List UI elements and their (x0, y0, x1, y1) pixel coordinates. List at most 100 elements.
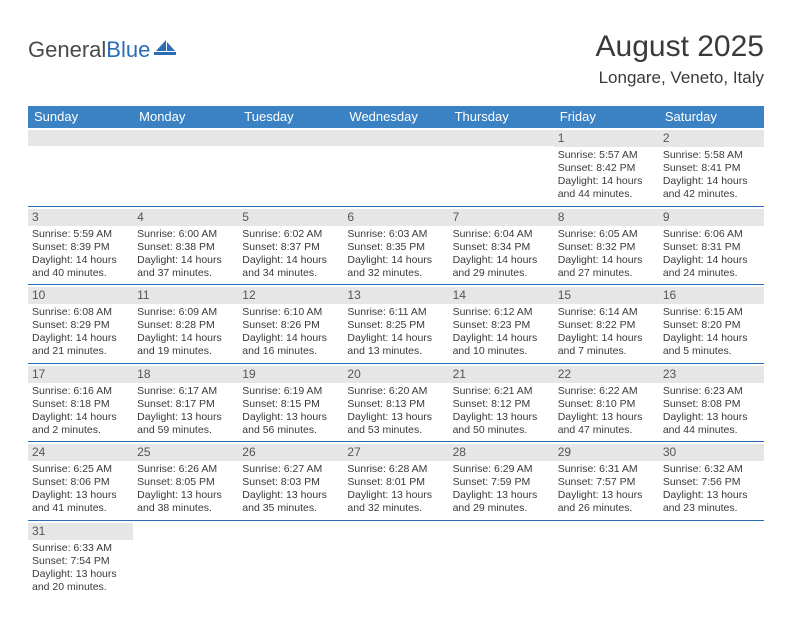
calendar-cell: 3Sunrise: 5:59 AMSunset: 8:39 PMDaylight… (28, 206, 133, 285)
calendar-cell: 2Sunrise: 5:58 AMSunset: 8:41 PMDaylight… (659, 128, 764, 206)
daylight1-text: Daylight: 13 hours (453, 411, 550, 424)
sunrise-text: Sunrise: 6:16 AM (32, 385, 129, 398)
day-number: 24 (28, 444, 133, 461)
daylight1-text: Daylight: 14 hours (32, 254, 129, 267)
sunrise-text: Sunrise: 6:05 AM (558, 228, 655, 241)
sunrise-text: Sunrise: 6:11 AM (347, 306, 444, 319)
sunrise-text: Sunrise: 5:57 AM (558, 149, 655, 162)
location: Longare, Veneto, Italy (596, 68, 764, 88)
daylight1-text: Daylight: 14 hours (558, 254, 655, 267)
daylight2-text: and 23 minutes. (663, 502, 760, 515)
sunrise-text: Sunrise: 6:25 AM (32, 463, 129, 476)
day-number: 17 (28, 366, 133, 383)
daylight2-text: and 32 minutes. (347, 267, 444, 280)
calendar-cell (238, 520, 343, 598)
sunset-text: Sunset: 8:41 PM (663, 162, 760, 175)
day-number-strip (28, 130, 133, 146)
daylight1-text: Daylight: 14 hours (242, 332, 339, 345)
daylight2-text: and 21 minutes. (32, 345, 129, 358)
calendar-cell: 26Sunrise: 6:27 AMSunset: 8:03 PMDayligh… (238, 442, 343, 521)
day-number: 2 (659, 130, 764, 147)
day-number: 15 (554, 287, 659, 304)
daylight2-text: and 10 minutes. (453, 345, 550, 358)
daylight2-text: and 53 minutes. (347, 424, 444, 437)
daylight2-text: and 2 minutes. (32, 424, 129, 437)
calendar-cell: 19Sunrise: 6:19 AMSunset: 8:15 PMDayligh… (238, 363, 343, 442)
daylight2-text: and 16 minutes. (242, 345, 339, 358)
daylight1-text: Daylight: 13 hours (558, 489, 655, 502)
daylight2-text: and 41 minutes. (32, 502, 129, 515)
day-number: 14 (449, 287, 554, 304)
sunset-text: Sunset: 8:20 PM (663, 319, 760, 332)
daylight2-text: and 35 minutes. (242, 502, 339, 515)
weekday-header-row: Sunday Monday Tuesday Wednesday Thursday… (28, 106, 764, 128)
day-number: 10 (28, 287, 133, 304)
weekday-header: Tuesday (238, 106, 343, 128)
calendar-cell (238, 128, 343, 206)
daylight2-text: and 44 minutes. (558, 188, 655, 201)
sunset-text: Sunset: 8:03 PM (242, 476, 339, 489)
calendar-cell (343, 128, 448, 206)
sunset-text: Sunset: 8:13 PM (347, 398, 444, 411)
daylight2-text: and 44 minutes. (663, 424, 760, 437)
daylight1-text: Daylight: 13 hours (453, 489, 550, 502)
sunrise-text: Sunrise: 6:23 AM (663, 385, 760, 398)
sunset-text: Sunset: 7:59 PM (453, 476, 550, 489)
sunrise-text: Sunrise: 6:06 AM (663, 228, 760, 241)
sunset-text: Sunset: 8:29 PM (32, 319, 129, 332)
day-number: 31 (28, 523, 133, 540)
daylight2-text: and 47 minutes. (558, 424, 655, 437)
day-number: 29 (554, 444, 659, 461)
sunrise-text: Sunrise: 6:03 AM (347, 228, 444, 241)
day-number: 4 (133, 209, 238, 226)
daylight1-text: Daylight: 14 hours (558, 332, 655, 345)
daylight2-text: and 13 minutes. (347, 345, 444, 358)
daylight1-text: Daylight: 14 hours (137, 332, 234, 345)
day-number: 1 (554, 130, 659, 147)
calendar-cell (133, 128, 238, 206)
calendar-cell: 28Sunrise: 6:29 AMSunset: 7:59 PMDayligh… (449, 442, 554, 521)
daylight2-text: and 29 minutes. (453, 502, 550, 515)
sunset-text: Sunset: 8:05 PM (137, 476, 234, 489)
day-number: 28 (449, 444, 554, 461)
calendar-cell: 25Sunrise: 6:26 AMSunset: 8:05 PMDayligh… (133, 442, 238, 521)
weekday-header: Saturday (659, 106, 764, 128)
sunrise-text: Sunrise: 6:20 AM (347, 385, 444, 398)
day-number: 6 (343, 209, 448, 226)
daylight1-text: Daylight: 13 hours (347, 489, 444, 502)
daylight1-text: Daylight: 14 hours (347, 332, 444, 345)
day-number: 26 (238, 444, 343, 461)
sunrise-text: Sunrise: 6:19 AM (242, 385, 339, 398)
header: GeneralBlue August 2025 Longare, Veneto,… (28, 30, 764, 88)
calendar-row: 17 Sunrise: 6:16 AMSunset: 8:18 PM Dayligh… (28, 363, 764, 442)
sunset-text: Sunset: 8:08 PM (663, 398, 760, 411)
sunrise-text: Sunrise: 6:22 AM (558, 385, 655, 398)
calendar-cell: 20Sunrise: 6:20 AMSunset: 8:13 PMDayligh… (343, 363, 448, 442)
sunset-text: Sunset: 8:01 PM (347, 476, 444, 489)
calendar-cell: 15Sunrise: 6:14 AMSunset: 8:22 PMDayligh… (554, 285, 659, 364)
daylight2-text: and 7 minutes. (558, 345, 655, 358)
calendar-cell: 10Sunrise: 6:08 AMSunset: 8:29 PMDayligh… (28, 285, 133, 364)
sunrise-text: Sunrise: 6:27 AM (242, 463, 339, 476)
sunrise-text: Sunrise: 6:31 AM (558, 463, 655, 476)
daylight2-text: and 20 minutes. (32, 581, 129, 594)
sunset-text: Sunset: 8:22 PM (558, 319, 655, 332)
daylight1-text: Daylight: 13 hours (32, 489, 129, 502)
calendar-row: 10Sunrise: 6:08 AMSunset: 8:29 PMDayligh… (28, 285, 764, 364)
calendar-cell (343, 520, 448, 598)
calendar-cell: 18Sunrise: 6:17 AMSunset: 8:17 PMDayligh… (133, 363, 238, 442)
day-number: 19 (238, 366, 343, 383)
weekday-header: Sunday (28, 106, 133, 128)
day-number: 27 (343, 444, 448, 461)
sunrise-text: Sunrise: 6:02 AM (242, 228, 339, 241)
calendar-cell: 6Sunrise: 6:03 AMSunset: 8:35 PMDaylight… (343, 206, 448, 285)
sunset-text: Sunset: 8:28 PM (137, 319, 234, 332)
day-number: 16 (659, 287, 764, 304)
weekday-header: Thursday (449, 106, 554, 128)
daylight1-text: Daylight: 14 hours (663, 175, 760, 188)
sunset-text: Sunset: 8:18 PM (32, 398, 129, 411)
calendar-row: 24Sunrise: 6:25 AMSunset: 8:06 PMDayligh… (28, 442, 764, 521)
day-number: 11 (133, 287, 238, 304)
daylight1-text: Daylight: 14 hours (453, 332, 550, 345)
daylight1-text: Daylight: 14 hours (32, 332, 129, 345)
